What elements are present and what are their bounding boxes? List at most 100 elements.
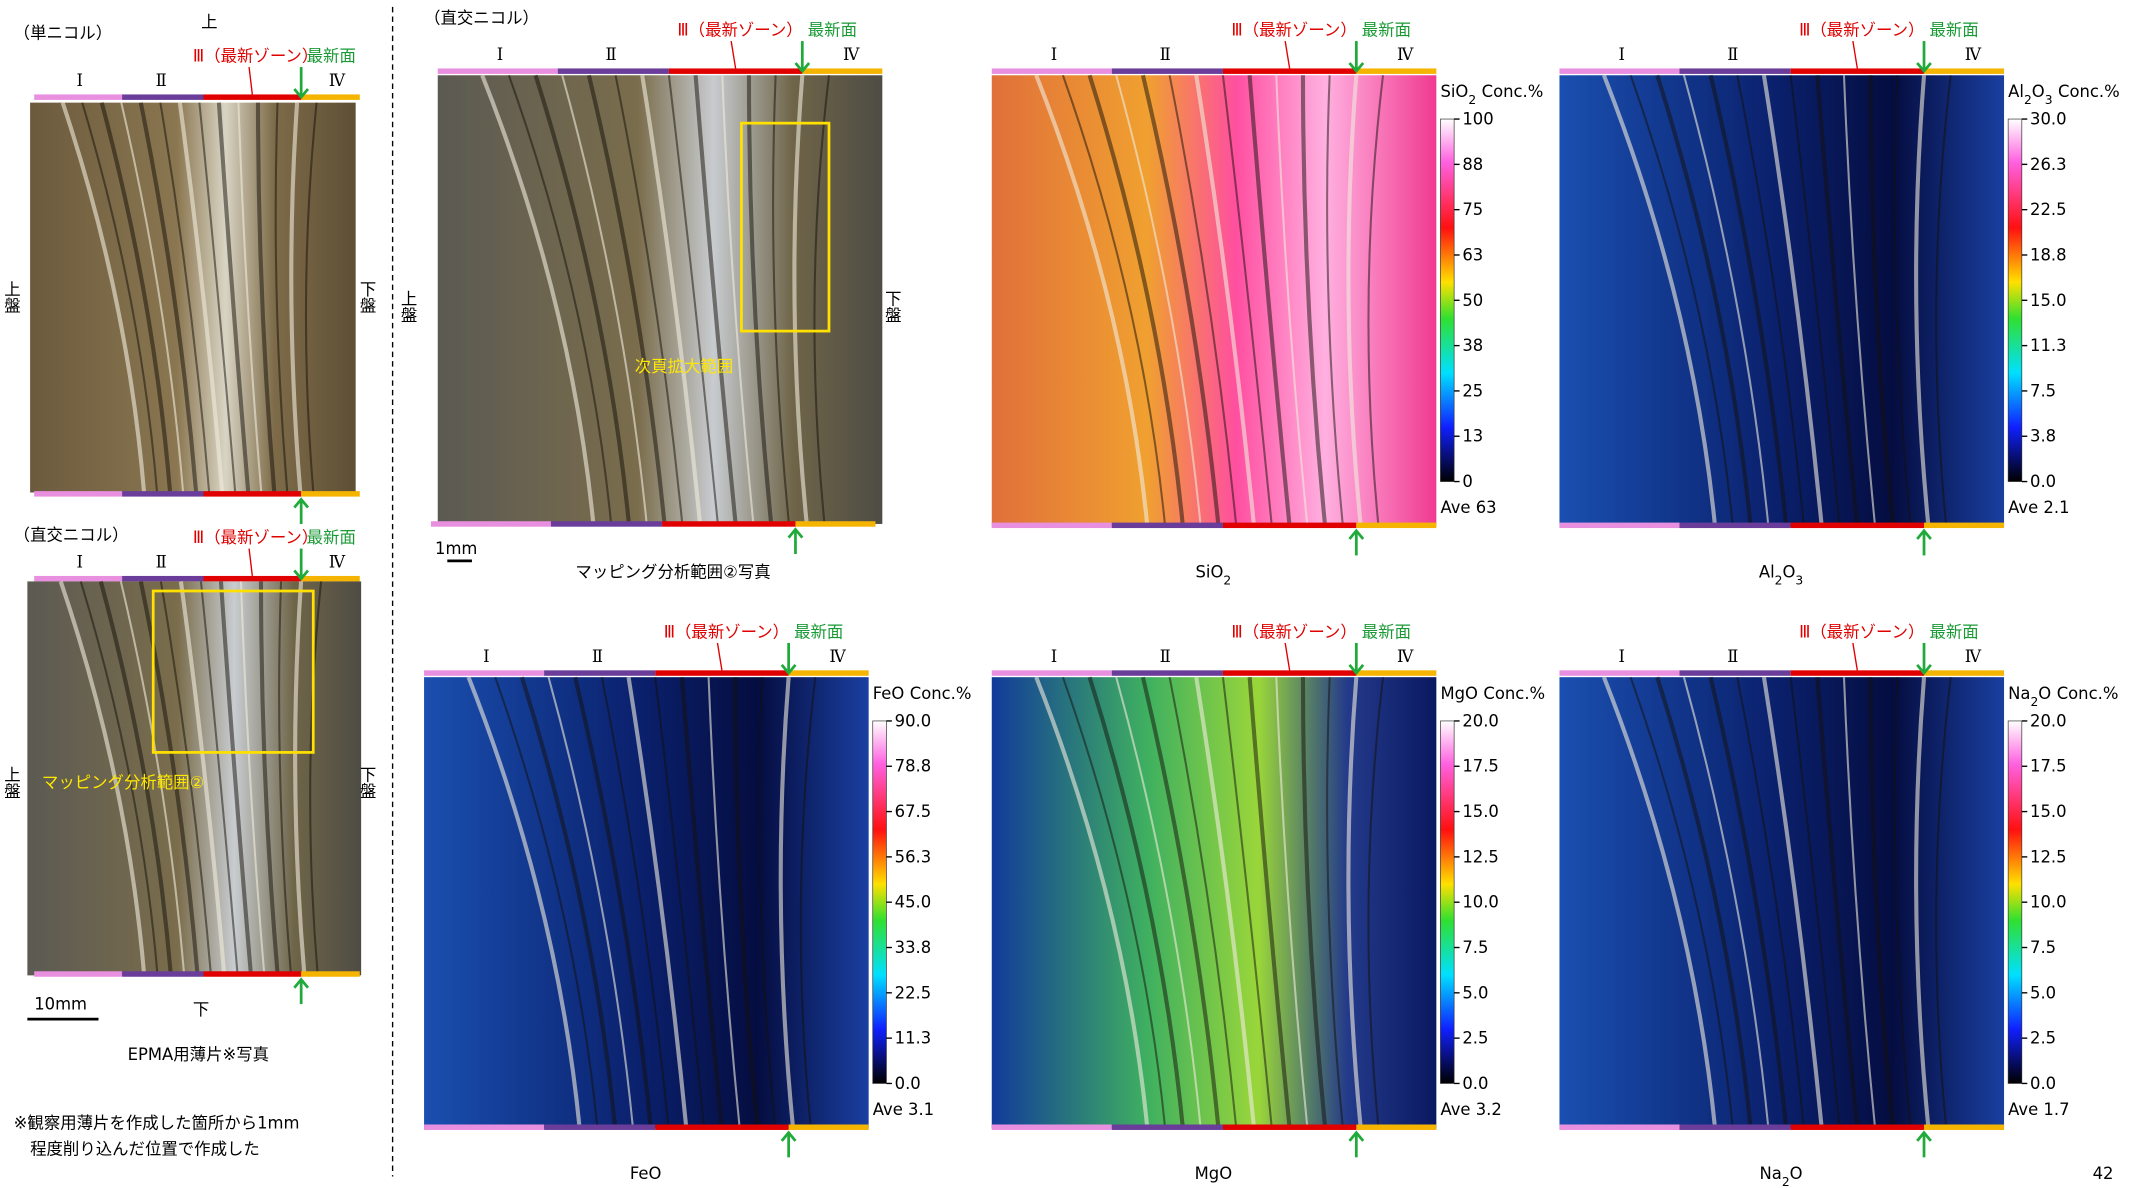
label: 90.0 <box>895 711 932 730</box>
label: 最新面 <box>794 623 843 642</box>
label: Ⅱ <box>156 71 167 90</box>
photo <box>1559 75 2005 527</box>
vein <box>1034 74 1150 527</box>
zone-bar <box>34 575 123 582</box>
zone-bar <box>1790 522 1925 529</box>
zone-bar <box>544 670 656 676</box>
oxide: MgO <box>1195 1164 1232 1183</box>
vein <box>1168 75 1238 527</box>
label: 11.3 <box>2030 336 2067 355</box>
vein <box>1221 677 1273 1129</box>
map-header: FeO Conc.% <box>873 684 972 703</box>
label: 10.0 <box>1462 893 1499 912</box>
map-caption: Al2O3 <box>1759 562 1803 587</box>
label: Ⅳ <box>1965 45 1982 64</box>
vein <box>255 102 277 493</box>
zone-bar <box>1222 68 1357 74</box>
vein <box>98 580 173 976</box>
zone-bar <box>1356 522 1437 529</box>
zone-bar <box>1924 68 2005 74</box>
label: 11.3 <box>895 1029 932 1048</box>
label: Ⅰ <box>77 553 83 572</box>
arrow-head <box>794 62 811 74</box>
zone-bar <box>203 575 302 582</box>
zone-bar <box>1790 670 1925 676</box>
arrow-head <box>1916 528 1932 540</box>
zone-bar <box>1679 670 1791 676</box>
label: Ⅳ <box>1397 647 1414 666</box>
oxide: Al <box>2008 82 2024 101</box>
vein <box>1789 75 1841 527</box>
vein <box>1087 676 1185 1129</box>
vein <box>1194 676 1257 1129</box>
label: 程度削り込んだ位置で作成した <box>30 1140 260 1159</box>
arrow-head <box>1916 663 1932 676</box>
arrow-head <box>293 569 310 581</box>
label: Ⅱ <box>606 45 617 64</box>
label: Ⅳ <box>1397 45 1414 64</box>
sub: 2 <box>2030 695 2038 709</box>
zone-bar <box>1111 522 1223 529</box>
label: Ⅲ（最新ゾーン） <box>1799 21 1924 40</box>
label: Ⅰ <box>483 647 489 666</box>
zone-bar <box>1111 670 1223 676</box>
zone-bar <box>1356 68 1437 74</box>
zone-bar <box>122 575 204 582</box>
zone-bar <box>424 670 545 676</box>
colorbar <box>1440 720 1455 1084</box>
label: 5.0 <box>1462 983 1488 1002</box>
vein <box>1842 75 1877 527</box>
zone-bar <box>991 670 1112 676</box>
zone-bar <box>1924 522 2005 529</box>
label: 22.5 <box>895 983 932 1002</box>
sub: 3 <box>1795 573 1803 587</box>
label: 38 <box>1462 336 1483 355</box>
label: Ⅳ <box>829 647 846 666</box>
label: Ⅲ（最新ゾーン） <box>193 528 318 547</box>
zone-bar <box>1924 1124 2005 1130</box>
label: Ⅳ <box>843 45 860 64</box>
unit: Conc.% <box>2058 82 2120 101</box>
mapping-box <box>151 589 315 754</box>
vein <box>1367 75 1385 527</box>
zone-bar <box>122 94 204 100</box>
vein <box>519 676 618 1129</box>
zone-bar <box>550 521 663 527</box>
vein <box>58 580 147 976</box>
label: 上盤 <box>1 280 20 313</box>
label: Ⅱ <box>1727 647 1738 666</box>
vein <box>1326 677 1345 1129</box>
oxide: O <box>1790 1164 1803 1183</box>
label: 1mm <box>435 539 477 558</box>
vein <box>1087 74 1185 527</box>
label: （直交ニコル） <box>424 8 539 27</box>
label: Ⅰ <box>1618 647 1624 666</box>
vein <box>547 676 635 1129</box>
vein <box>640 74 703 525</box>
vein <box>1914 75 1931 527</box>
zone-bar <box>1790 1124 1925 1130</box>
vein <box>278 581 293 976</box>
vein <box>1300 75 1328 527</box>
vein <box>138 581 200 976</box>
label: 下 <box>193 1000 209 1019</box>
vein <box>1682 75 1770 527</box>
vein <box>1655 74 1753 527</box>
label: 0 <box>1462 472 1472 491</box>
sub: 2 <box>1468 93 1476 107</box>
label: 7.5 <box>1462 938 1488 957</box>
zone-bar <box>991 522 1112 529</box>
vein <box>799 677 817 1129</box>
vein <box>216 102 251 493</box>
zone-bar <box>1559 68 1680 74</box>
enlarge-box <box>740 121 831 333</box>
zone-bar <box>301 575 360 582</box>
label: 上 <box>201 12 217 31</box>
zone-bar <box>437 68 558 74</box>
vein <box>309 581 323 976</box>
vein <box>1842 677 1877 1129</box>
label: EPMA用薄片※写真 <box>128 1045 269 1064</box>
vein <box>1868 75 1895 527</box>
vein <box>218 581 254 976</box>
label: Ave 63 <box>1440 498 1496 517</box>
